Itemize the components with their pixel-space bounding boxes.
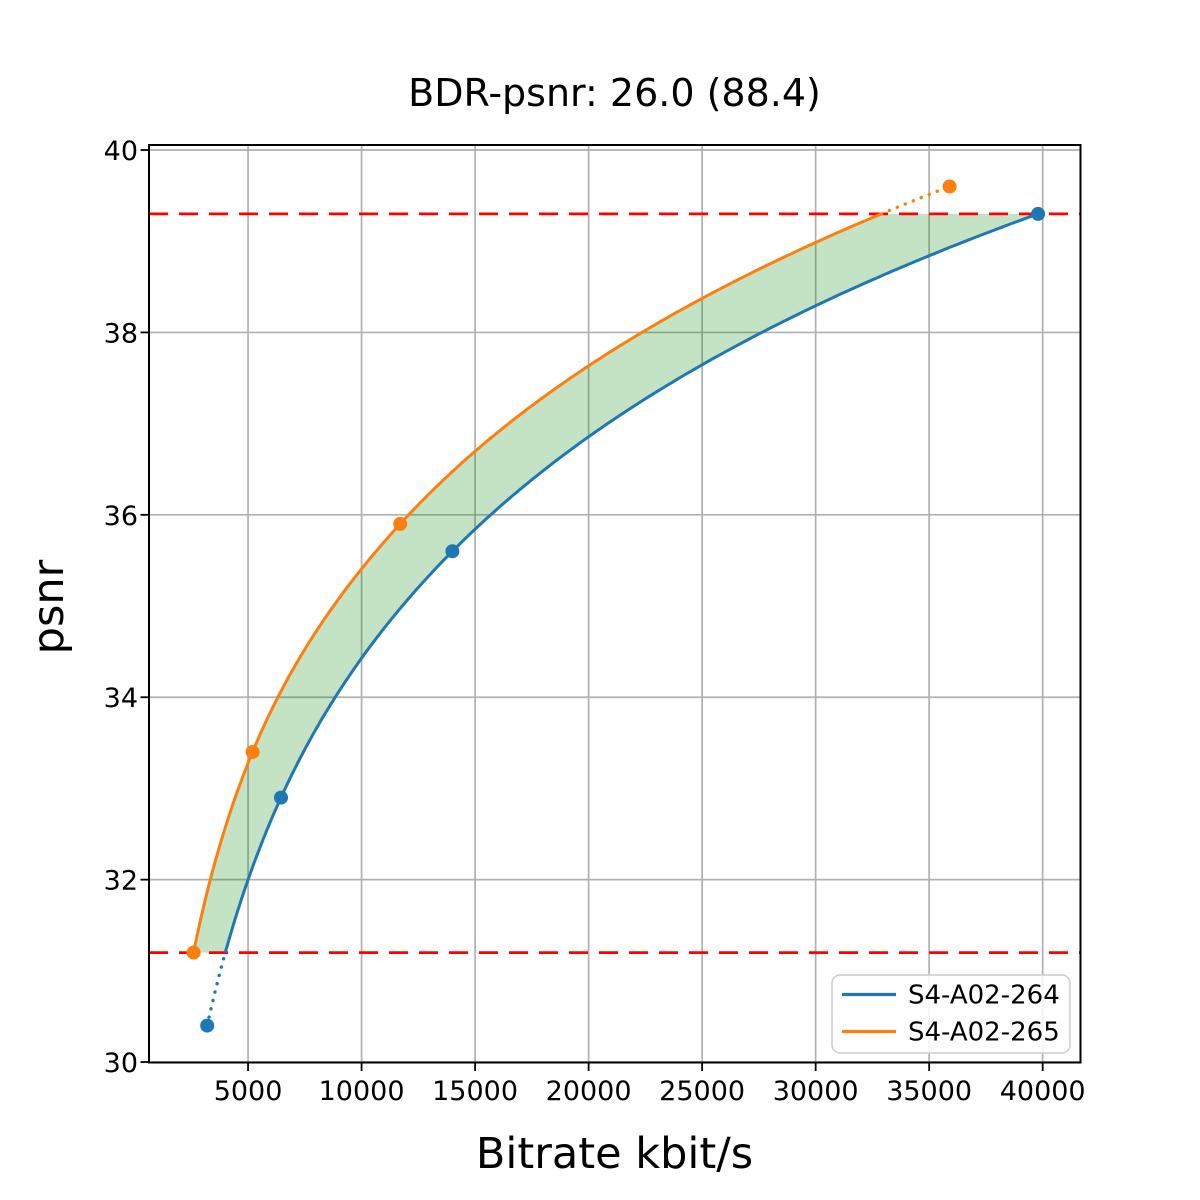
- legend-label-s4-a02-265: S4-A02-265: [908, 1018, 1060, 1048]
- x-tick-label-35000: 35000: [886, 1076, 972, 1107]
- bd-integration-fill-region: [193, 213, 1039, 953]
- x-tick-label-40000: 40000: [1000, 1076, 1086, 1107]
- marker-s4-a02-265-2600: [186, 945, 201, 960]
- marker-s4-a02-265-35900: [942, 179, 957, 194]
- tick-marks: [140, 149, 1044, 1071]
- data-point-markers: [186, 179, 1046, 1033]
- marker-s4-a02-264-6450: [274, 790, 288, 805]
- rd-curves: [192, 184, 1039, 1028]
- marker-s4-a02-264-39800: [1031, 206, 1046, 221]
- x-axis-title: Bitrate kbit/s: [476, 1129, 753, 1179]
- axes-spines: [148, 144, 1082, 1064]
- y-tick-label-38: 38: [104, 318, 138, 349]
- y-tick-label-34: 34: [104, 683, 138, 714]
- legend: S4-A02-264 S4-A02-265: [831, 974, 1071, 1054]
- y-tick-label-30: 30: [104, 1048, 138, 1079]
- x-tick-label-30000: 30000: [773, 1076, 859, 1107]
- curve-s4-a02-265-solid: [192, 212, 882, 953]
- x-tick-label-15000: 15000: [432, 1076, 518, 1107]
- x-tick-label-10000: 10000: [319, 1076, 405, 1107]
- grid-lines: [149, 145, 1081, 1063]
- x-tick-label-5000: 5000: [214, 1076, 283, 1107]
- x-tick-label-20000: 20000: [546, 1076, 632, 1107]
- y-axis-title: psnr: [24, 559, 74, 654]
- plot-area: [149, 145, 1081, 1063]
- x-tick-labels: 5000 10000 15000 20000 25000 30000 35000 40000: [214, 1076, 1086, 1107]
- y-tick-labels: 30 32 34 36 38 40: [104, 136, 138, 1079]
- curve-s4-a02-265-dotted-high: [879, 184, 952, 216]
- marker-s4-a02-265-11700: [393, 516, 408, 531]
- marker-s4-a02-265-5200: [245, 745, 260, 759]
- chart-title: BDR-psnr: 26.0 (88.4): [408, 71, 821, 115]
- y-tick-label-40: 40: [104, 136, 138, 167]
- y-tick-label-32: 32: [104, 866, 138, 897]
- x-tick-label-25000: 25000: [659, 1076, 745, 1107]
- legend-label-s4-a02-264: S4-A02-264: [908, 981, 1060, 1011]
- marker-s4-a02-264-3200: [200, 1018, 215, 1033]
- y-tick-label-36: 36: [104, 501, 138, 532]
- marker-s4-a02-264-14000: [445, 544, 460, 559]
- curve-s4-a02-264-solid: [223, 212, 1039, 953]
